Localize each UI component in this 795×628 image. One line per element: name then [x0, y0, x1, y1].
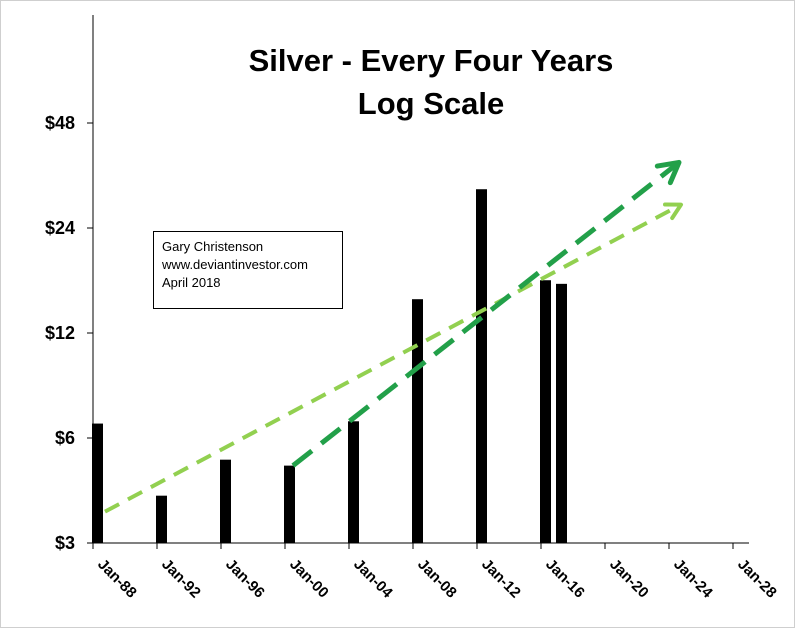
x-tick-label: Jan-20: [606, 556, 652, 602]
bars: [92, 189, 567, 543]
x-tick-label: Jan-04: [350, 556, 396, 602]
bar: [284, 465, 295, 543]
annotation-box: Gary Christenson www.deviantinvestor.com…: [153, 231, 343, 309]
bar: [476, 189, 487, 543]
annotation-date: April 2018: [162, 275, 221, 290]
y-tick-label: $48: [45, 113, 75, 133]
bar: [220, 459, 231, 543]
chart-subtitle: Log Scale: [358, 86, 504, 121]
x-tick-label: Jan-92: [158, 556, 204, 602]
x-tick-label: Jan-12: [478, 556, 524, 602]
bar: [156, 495, 167, 543]
y-tick-labels: $3 $6 $12 $24 $48: [45, 113, 75, 553]
trend-line: [291, 160, 681, 468]
chart-title: Silver - Every Four Years: [249, 43, 614, 78]
x-tick-labels: Jan-88 Jan-92 Jan-96 Jan-00 Jan-04 Jan-08 Jan-…: [94, 556, 780, 602]
trend-arrowhead: [663, 202, 683, 221]
x-tick-label: Jan-24: [670, 556, 716, 602]
bar: [92, 423, 103, 543]
trend-line: [104, 202, 682, 514]
y-tick-label: $12: [45, 323, 75, 343]
x-tick-label: Jan-16: [542, 556, 588, 602]
bar: [348, 421, 359, 543]
annotation-author: Gary Christenson: [162, 239, 264, 254]
x-tick-label: Jan-00: [286, 556, 332, 602]
y-tick-label: $6: [55, 428, 75, 448]
annotation-website: www.deviantinvestor.com: [162, 257, 308, 272]
bar: [412, 299, 423, 543]
x-tick-label: Jan-08: [414, 556, 460, 602]
x-tick-label: Jan-96: [222, 556, 268, 602]
y-tick-label: $3: [55, 533, 75, 553]
y-tick-label: $24: [45, 218, 75, 238]
bar: [556, 283, 567, 543]
x-tick-label: Jan-28: [734, 556, 780, 602]
trend-arrowhead: [654, 159, 682, 186]
x-tick-label: Jan-88: [94, 556, 140, 602]
bar: [540, 280, 551, 543]
trend-lines: [104, 159, 683, 514]
